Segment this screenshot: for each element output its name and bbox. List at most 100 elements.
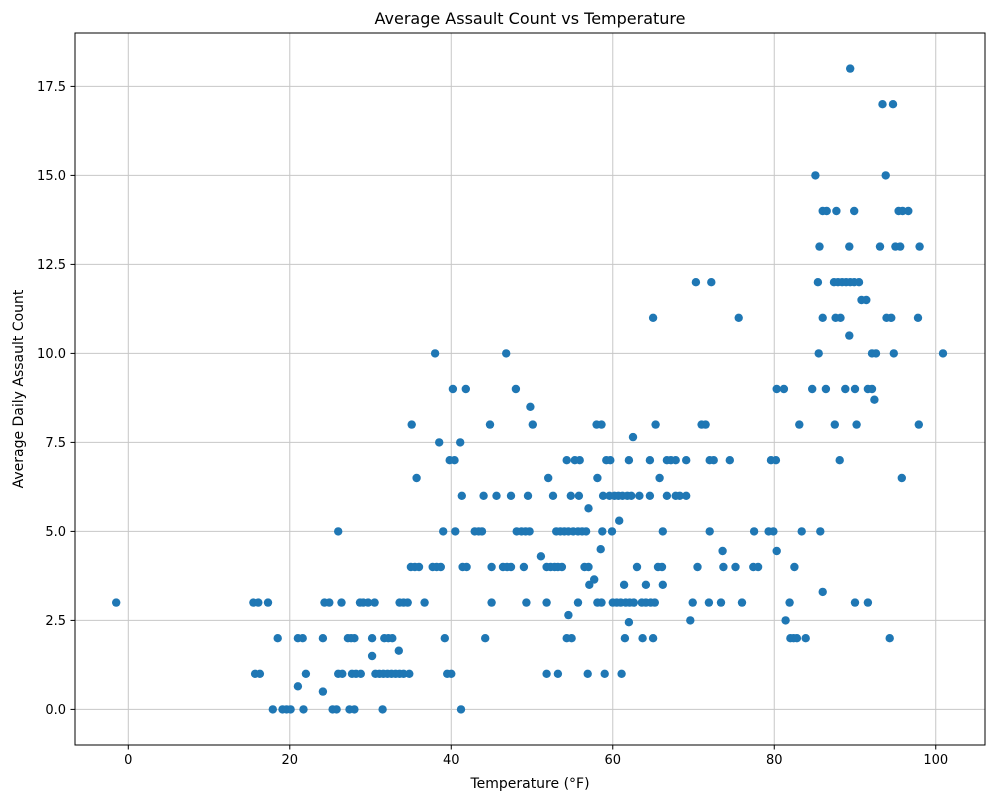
data-point <box>769 527 778 536</box>
y-tick-labels: 0.0 2.5 5.0 7.5 10.0 12.5 15.0 17.5 <box>37 80 66 718</box>
data-point <box>915 242 924 251</box>
data-point <box>420 598 429 607</box>
data-point <box>772 546 781 556</box>
y-tick-label: 17.5 <box>37 80 66 95</box>
data-point <box>845 242 854 251</box>
data-point <box>801 634 810 643</box>
data-point <box>881 171 890 180</box>
data-point <box>286 705 295 714</box>
data-point <box>461 384 470 394</box>
data-point <box>620 634 630 643</box>
x-tick-label: 20 <box>282 753 299 768</box>
data-point <box>350 705 359 714</box>
data-point <box>523 491 533 500</box>
data-point <box>753 562 763 572</box>
y-tick-label: 12.5 <box>37 258 66 273</box>
x-tick-label: 80 <box>766 753 783 768</box>
scatter-points <box>112 64 948 714</box>
data-point <box>624 456 634 465</box>
data-point <box>298 634 307 643</box>
data-point <box>686 616 695 625</box>
data-point <box>506 562 516 572</box>
data-point <box>525 527 534 536</box>
data-point <box>830 420 839 429</box>
data-point <box>650 598 659 607</box>
data-point <box>671 456 680 465</box>
data-point <box>938 349 948 358</box>
x-axis-label: Temperature (°F) <box>469 776 589 792</box>
data-point <box>273 634 282 643</box>
data-point <box>255 669 265 678</box>
data-point <box>870 395 879 404</box>
data-point <box>648 634 658 643</box>
data-point <box>632 562 642 572</box>
data-point <box>567 634 576 643</box>
data-point <box>553 669 563 678</box>
data-point <box>581 527 591 536</box>
data-point <box>885 634 894 643</box>
data-point <box>450 456 459 465</box>
data-point <box>771 456 781 465</box>
data-point <box>332 705 341 714</box>
data-point <box>600 669 609 678</box>
data-point <box>657 562 667 572</box>
data-point <box>852 420 861 429</box>
data-point <box>301 669 311 678</box>
data-point <box>536 552 546 561</box>
data-point <box>481 634 490 643</box>
y-tick-label: 5.0 <box>45 525 66 540</box>
data-point <box>658 527 667 536</box>
y-tick-label: 2.5 <box>45 614 66 629</box>
data-point <box>795 420 804 429</box>
data-point <box>394 646 403 655</box>
data-point <box>718 546 727 556</box>
data-point <box>542 598 551 607</box>
data-point <box>606 456 615 465</box>
data-point <box>403 598 412 607</box>
data-point <box>367 651 377 661</box>
x-tick-labels: 0 20 40 60 80 100 <box>124 753 948 768</box>
data-point <box>447 669 456 678</box>
data-point <box>734 313 743 322</box>
data-point <box>871 349 881 358</box>
data-point <box>112 598 121 607</box>
data-point <box>675 491 684 500</box>
data-point <box>808 384 817 394</box>
data-point <box>542 669 551 678</box>
data-point <box>562 456 571 465</box>
plot-area-border <box>74 32 986 746</box>
data-point <box>682 456 691 465</box>
data-point <box>407 420 416 429</box>
data-point <box>435 438 444 447</box>
data-point <box>363 598 373 607</box>
y-tick-label: 0.0 <box>45 703 66 718</box>
data-point <box>414 562 424 572</box>
data-point <box>850 598 860 607</box>
data-point <box>818 313 827 322</box>
data-point <box>566 491 575 500</box>
data-point <box>836 313 845 322</box>
data-point <box>850 384 860 394</box>
data-point <box>821 384 831 394</box>
data-point <box>350 634 359 643</box>
data-point <box>845 331 854 340</box>
data-point <box>619 580 629 589</box>
data-point <box>325 598 334 607</box>
data-point <box>596 545 605 554</box>
data-point <box>641 580 651 589</box>
data-point <box>268 705 277 714</box>
data-point <box>485 420 495 429</box>
data-point <box>318 634 328 643</box>
data-point <box>875 242 885 251</box>
data-point <box>439 527 448 536</box>
data-point <box>598 491 608 500</box>
data-point <box>522 598 531 607</box>
x-tick-label: 0 <box>124 753 132 768</box>
data-point <box>412 473 421 483</box>
data-point <box>597 420 606 429</box>
data-point <box>519 562 529 572</box>
data-point <box>378 705 387 714</box>
data-point <box>862 295 871 305</box>
data-point <box>388 634 397 643</box>
data-point <box>628 432 638 442</box>
